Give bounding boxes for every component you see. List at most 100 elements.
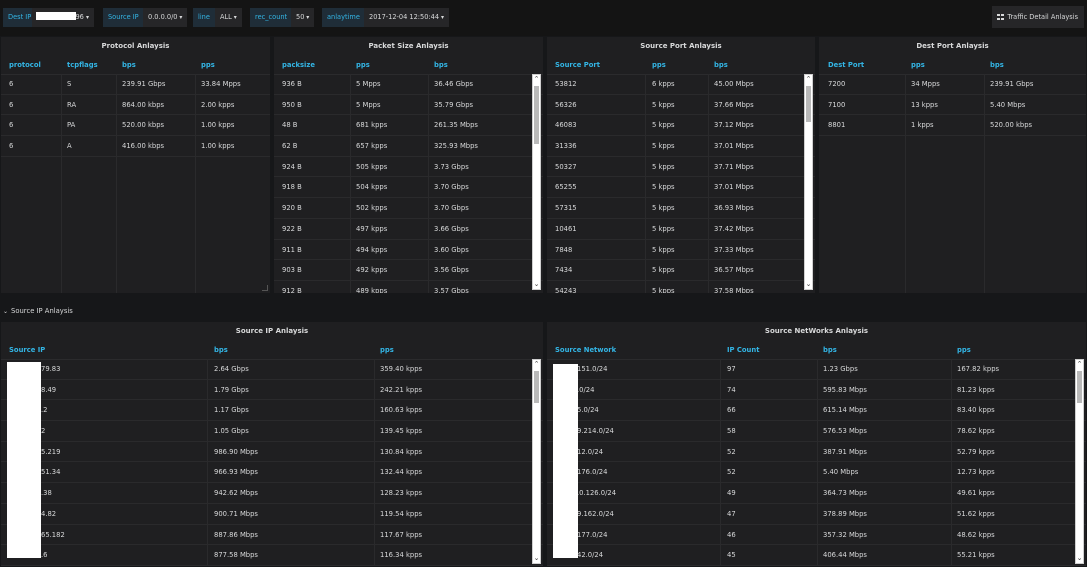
column-header[interactable]: bps (214, 346, 228, 354)
column-header[interactable]: pps (652, 61, 666, 69)
rec-count-select[interactable]: 50 (291, 8, 315, 27)
column-header[interactable]: packsize (282, 61, 315, 69)
column-header[interactable]: pps (356, 61, 370, 69)
line-select[interactable]: ALL (215, 8, 242, 27)
column-header[interactable]: bps (714, 61, 728, 69)
table-row: 51.34 966.93 Mbps 132.44 kpps (1, 462, 543, 484)
table-cell: 51.34 (41, 468, 61, 477)
table-cell: 900.71 Mbps (214, 509, 258, 518)
table-cell: 5 kpps (652, 224, 675, 233)
table-row: 6 PA 520.00 kbps 1.00 kpps (1, 115, 270, 137)
vertical-scrollbar[interactable]: ⌃ ⌄ (1075, 359, 1084, 564)
table-row: 924 B 505 kpps 3.73 Gbps (274, 157, 543, 178)
table-row: 7434 5 kpps 36.57 Mbps (547, 260, 815, 281)
column-header[interactable]: bps (990, 61, 1004, 69)
table-header: Dest Port pps bps (819, 56, 1086, 75)
column-header[interactable]: Dest Port (828, 61, 865, 69)
vertical-scrollbar[interactable]: ⌃ ⌄ (804, 74, 813, 290)
table-row: 8.49 1.79 Gbps 242.21 kpps (1, 380, 543, 401)
time-select[interactable]: 2017-12-04 12:50:44 (364, 8, 449, 27)
table-cell: .6 (41, 551, 48, 560)
source-ip-value: 0.0.0.0/0 (148, 13, 178, 21)
scroll-down-icon[interactable]: ⌄ (533, 554, 540, 562)
vertical-scrollbar[interactable]: ⌃ ⌄ (532, 359, 541, 564)
scroll-thumb[interactable] (534, 371, 539, 403)
column-header[interactable]: pps (911, 61, 925, 69)
traffic-detail-button[interactable]: Traffic Detail Anlaysis (992, 6, 1084, 28)
source-ip-select[interactable]: 0.0.0.0/0 (143, 8, 188, 27)
column-header[interactable]: Source Network (555, 346, 617, 354)
table-cell: 3.60 Gbps (434, 245, 469, 254)
table-cell: 12.0/24 (577, 447, 604, 456)
column-header[interactable]: bps (434, 61, 448, 69)
scroll-up-icon[interactable]: ⌃ (533, 360, 540, 368)
table-cell: RA (67, 100, 77, 109)
column-header[interactable]: tcpflags (67, 61, 98, 69)
resize-handle[interactable] (262, 285, 268, 291)
table-cell: 918 B (282, 183, 302, 192)
table-cell: .0.126.0/24 (577, 489, 617, 498)
table-cell: 494 kpps (356, 245, 388, 254)
table-cell: .2 (41, 406, 48, 415)
table-row: 918 B 504 kpps 3.70 Gbps (274, 177, 543, 199)
table-row: 46083 5 kpps 37.12 Mbps (547, 115, 815, 137)
scroll-thumb[interactable] (1077, 371, 1082, 403)
source-ip-row-toggle[interactable]: ⌄ Source IP Anlaysis (3, 306, 73, 317)
scroll-thumb[interactable] (806, 86, 811, 122)
table-cell: 911 B (282, 245, 302, 254)
vertical-scrollbar[interactable]: ⌃ ⌄ (532, 74, 541, 290)
protocol-panel: Protocol Anlaysis protocol tcpflags bps … (1, 37, 270, 293)
line-label: line (193, 8, 215, 27)
column-header[interactable]: pps (380, 346, 394, 354)
scroll-down-icon[interactable]: ⌄ (533, 280, 540, 288)
table-cell: 42.0/24 (577, 551, 604, 560)
table-cell: 130.84 kpps (380, 447, 423, 456)
table-cell: 520.00 kbps (122, 121, 165, 130)
table-cell: 54243 (555, 286, 577, 293)
table-cell: 9.214.0/24 (577, 427, 614, 436)
source-ip-panel: Source IP Anlaysis Source IP bps pps 79.… (1, 322, 543, 566)
scroll-up-icon[interactable]: ⌃ (1076, 360, 1083, 368)
scroll-down-icon[interactable]: ⌄ (1076, 554, 1083, 562)
table-cell: 6 (9, 121, 14, 130)
scroll-up-icon[interactable]: ⌃ (533, 75, 540, 83)
scroll-down-icon[interactable]: ⌄ (805, 280, 812, 288)
table-row: 62 B 657 kpps 325.93 Mbps (274, 136, 543, 157)
table-cell: 79.83 (41, 365, 61, 373)
column-header[interactable]: Source IP (9, 346, 46, 354)
column-header[interactable]: bps (122, 61, 136, 69)
table-cell: 177.0/24 (577, 530, 608, 539)
table-cell: 31336 (555, 142, 577, 151)
table-cell: 10461 (555, 224, 577, 233)
table-header: Source Network IP Count bps pps (547, 341, 1086, 360)
column-header[interactable]: protocol (9, 61, 41, 69)
table-cell: 50327 (555, 162, 577, 171)
table-cell: 51.62 kpps (957, 509, 995, 518)
table-cell: 52.79 kpps (957, 447, 995, 456)
table-cell: 119.54 kpps (380, 509, 423, 518)
table-cell: 615.14 Mbps (823, 406, 867, 415)
table-cell: 1.05 Gbps (214, 427, 249, 436)
traffic-detail-label: Traffic Detail Anlaysis (1007, 13, 1078, 21)
column-header[interactable]: IP Count (727, 346, 760, 354)
table-cell: 62 B (282, 142, 298, 151)
table-cell: 378.89 Mbps (823, 509, 867, 518)
table-cell: 12.73 kpps (957, 468, 995, 477)
column-header[interactable]: bps (823, 346, 837, 354)
panel-title: Protocol Anlaysis (101, 42, 170, 50)
table-cell: 505 kpps (356, 162, 388, 171)
table-cell: 52 (727, 447, 736, 456)
column-header[interactable]: Source Port (555, 61, 601, 69)
column-header[interactable]: pps (957, 346, 971, 354)
table-row: 42.0/24 45 406.44 Mbps 55.21 kpps (547, 545, 1086, 566)
grid-icon (997, 14, 1005, 20)
table-body: 79.83 2.64 Gbps 359.40 kpps 8.49 1.79 Gbps 2… (1, 359, 543, 566)
column-header[interactable]: pps (201, 61, 215, 69)
table-cell: 5 kpps (652, 286, 675, 293)
table-cell: 416.00 kbps (122, 142, 165, 151)
scroll-thumb[interactable] (534, 86, 539, 144)
table-cell: 5 kpps (652, 245, 675, 254)
scroll-up-icon[interactable]: ⌃ (805, 75, 812, 83)
table-cell: 595.83 Mbps (823, 385, 867, 394)
table-cell: 5 kpps (652, 266, 675, 275)
